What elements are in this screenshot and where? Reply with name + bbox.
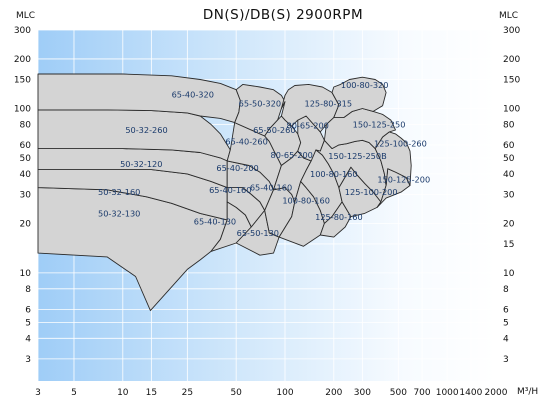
y-tick-label-right: 50: [503, 154, 515, 164]
y-tick-label-left: 4: [25, 334, 31, 344]
pump-region-label: 125-100-200: [345, 187, 398, 197]
pump-region-label: 50-32-120: [120, 159, 162, 169]
pump-region-label: 150-125-200: [377, 174, 430, 184]
y-tick-label-left: 150: [14, 75, 31, 85]
y-tick-label-left: 8: [25, 285, 31, 295]
pump-region-label: 65-40-200: [216, 163, 258, 173]
y-tick-label-right: 30: [503, 190, 515, 200]
y-tick-label-right: 4: [503, 334, 509, 344]
x-tick-label: 1400: [459, 388, 482, 398]
x-tick-label: 700: [413, 388, 430, 398]
pump-region-label: 125-80-160: [315, 212, 363, 222]
pump-region-label: 65-50-320: [239, 99, 281, 109]
x-axis-unit-label: M³/H: [517, 387, 538, 397]
pump-region-label: 65-40-160: [209, 185, 251, 195]
y-tick-label-right: 8: [503, 285, 509, 295]
pump-region-label: 125-80-315: [305, 99, 353, 109]
pump-region-label: 65-40-260: [225, 136, 267, 146]
y-tick-label-left: 60: [20, 141, 32, 151]
y-tick-label-left: 200: [14, 55, 31, 65]
pump-region-label: 100-80-160: [310, 169, 358, 179]
pump-region-label: 80-65-200: [271, 150, 313, 160]
axes: 3 5 10 15 25 50 100 200 300 500 700 1000 1400 2000 300…: [14, 26, 521, 398]
pump-region-label: 50-32-260: [125, 125, 167, 135]
pump-region-label: 100-80-160: [282, 196, 330, 206]
pump-region-label: 65-40-130: [194, 217, 236, 227]
pump-region-label: 80-65-200: [286, 120, 328, 130]
pump-region-label: 100-80-320: [341, 80, 389, 90]
pump-region-label: 65-50-260: [253, 125, 295, 135]
y-tick-label-right: 300: [503, 26, 520, 36]
x-tick-label: 25: [182, 388, 193, 398]
x-tick-label: 5: [71, 388, 77, 398]
pump-regions: [37, 73, 412, 312]
y-tick-label-left: 100: [14, 104, 31, 114]
y-tick-label-left: 40: [20, 170, 32, 180]
y-tick-label-right: 150: [503, 75, 520, 85]
x-tick-label: 10: [117, 388, 129, 398]
pump-region-label: 50-32-130: [98, 208, 140, 218]
x-tick-label: 500: [390, 388, 407, 398]
chart-title: DN(S)/DB(S) 2900RPM: [203, 7, 363, 23]
y-tick-label-left: 5: [25, 318, 31, 328]
y-axis-label-right: MLC: [499, 11, 518, 21]
x-tick-label: 3: [35, 388, 41, 398]
y-tick-label-right: 20: [503, 219, 515, 229]
pump-region-label: 150-125-250: [353, 119, 406, 129]
y-tick-label-left: 6: [25, 305, 31, 315]
region-labels: 50-32-130 50-32-160 50-32-120 50-32-260 65-4…: [98, 80, 430, 238]
pump-region-label: 65-50-130: [237, 228, 279, 238]
pump-region-100-80-320: [331, 76, 387, 119]
x-tick-label: 200: [325, 388, 342, 398]
y-tick-label-left: 300: [14, 26, 31, 36]
y-tick-label-right: 80: [503, 120, 515, 130]
y-tick-label-right: 15: [503, 240, 514, 250]
y-tick-label-right: 10: [503, 269, 515, 279]
x-tick-label: 50: [230, 388, 242, 398]
pump-region-label: 150-125-250B: [328, 151, 387, 161]
y-tick-label-right: 60: [503, 141, 515, 151]
y-tick-label-left: 50: [20, 154, 32, 164]
y-tick-label-left: 30: [20, 190, 32, 200]
y-tick-label-left: 20: [20, 219, 32, 229]
x-tick-label: 1000: [436, 388, 459, 398]
y-tick-label-right: 3: [503, 355, 509, 365]
y-tick-label-right: 5: [503, 318, 509, 328]
pump-region-125-80-160: [319, 201, 352, 238]
x-tick-label: 100: [276, 388, 293, 398]
y-tick-label-right: 6: [503, 305, 509, 315]
x-tick-label: 300: [354, 388, 371, 398]
pump-region-label: 125-100-260: [374, 139, 427, 149]
x-tick-label: 2000: [485, 388, 508, 398]
x-tick-label: 15: [146, 388, 157, 398]
y-tick-label-left: 3: [25, 355, 31, 365]
pump-region-label: 65-40-160: [250, 183, 292, 193]
pump-region-label: 65-40-320: [172, 89, 214, 99]
pump-region-label: 50-32-160: [98, 187, 140, 197]
y-tick-label-right: 40: [503, 170, 515, 180]
y-tick-label-right: 200: [503, 55, 520, 65]
y-axis-label-left: MLC: [16, 11, 35, 21]
y-tick-label-left: 80: [20, 120, 32, 130]
y-tick-label-right: 100: [503, 104, 520, 114]
y-tick-label-left: 10: [20, 269, 32, 279]
